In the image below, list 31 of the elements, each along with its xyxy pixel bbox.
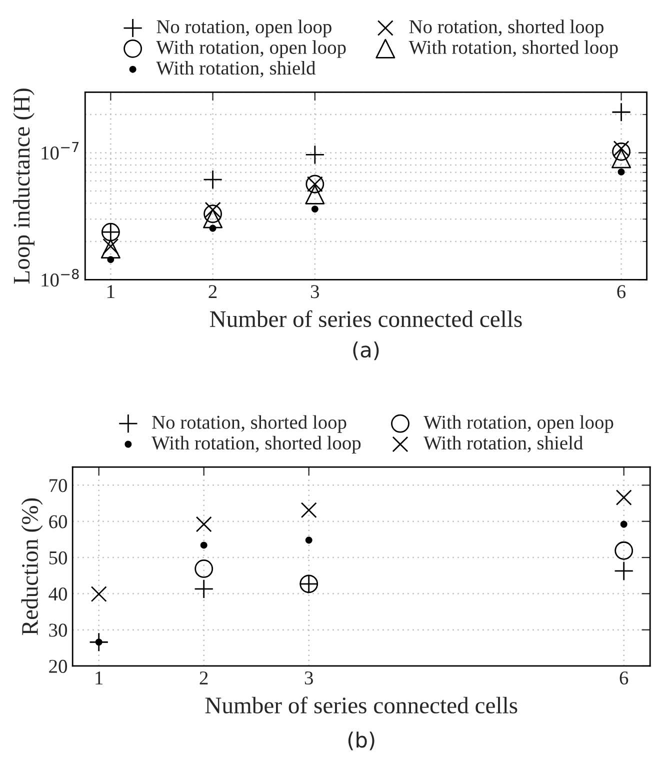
x-tick-label: 1 [108, 285, 114, 298]
x-tick-label: 2 [200, 671, 208, 684]
legend-label: With rotation, shield [156, 60, 316, 78]
x-tick-label: 6 [617, 285, 626, 298]
x-tick-label: 2 [208, 285, 217, 298]
x-tick-label: 1 [96, 672, 103, 684]
legend-label: No rotation, shorted loop [409, 20, 604, 38]
y-tick-label: 40 [48, 587, 67, 601]
y-tick-label: 50 [49, 551, 67, 564]
legend-label: With rotation, shield [424, 436, 583, 452]
x-axis-title: Number of series connected cells [205, 696, 518, 714]
x-axis-title: Number of series connected cells [210, 310, 522, 328]
x-tick-label: 6 [620, 671, 628, 685]
y-tick-label: 60 [49, 515, 67, 528]
x-tick-label: 3 [310, 285, 320, 298]
legend-label: With rotation, open loop [424, 415, 614, 433]
y-tick-label: 70 [50, 479, 67, 492]
y-tick-label: 10$^{−7}$ [42, 142, 79, 160]
x-tick-label: 3 [304, 671, 313, 685]
legend-label: No rotation, shorted loop [152, 415, 346, 433]
legend-label: With rotation, shorted loop [152, 436, 361, 454]
y-tick-label: 20 [49, 660, 67, 673]
text: (a) [353, 342, 379, 360]
legend-label: With rotation, open loop [156, 40, 346, 58]
text: (b) [348, 732, 374, 750]
y-tick-label: 10$^{−8}$ [42, 268, 79, 287]
y-tick-label: 30 [49, 624, 67, 637]
legend-label: With rotation, shorted loop [408, 40, 618, 58]
y-axis-title: Loop inductance (H) [13, 88, 34, 284]
y-axis-title: Reduction (%) [21, 498, 43, 636]
legend-label: No rotation, open loop [156, 20, 332, 38]
